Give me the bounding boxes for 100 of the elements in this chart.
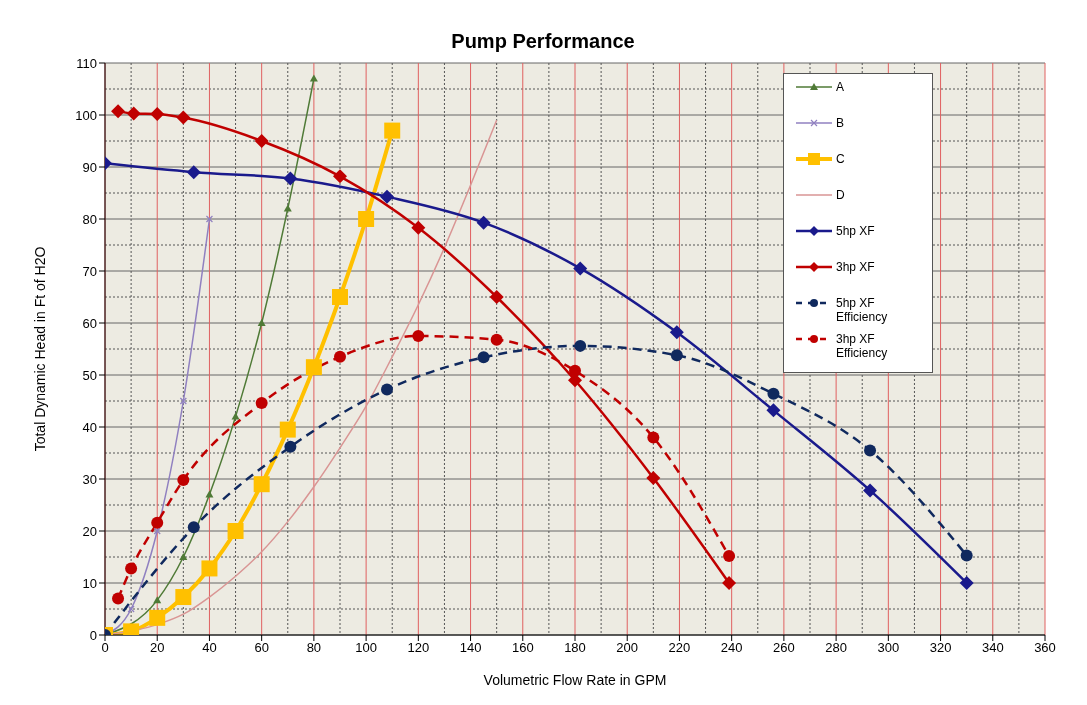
y-tick-label: 60 xyxy=(82,315,97,331)
y-tick-label: 40 xyxy=(82,419,97,435)
x-tick-label: 40 xyxy=(202,640,217,656)
x-tick-label: 120 xyxy=(407,640,430,656)
x-tick-label: 320 xyxy=(929,640,952,656)
point xyxy=(722,576,737,590)
point xyxy=(569,364,581,377)
x-tick-label: 100 xyxy=(355,640,377,656)
point xyxy=(126,106,141,121)
y-tick-label: 100 xyxy=(75,107,97,123)
point xyxy=(255,397,268,410)
legend-label: C xyxy=(836,152,845,166)
point xyxy=(309,74,318,82)
point xyxy=(767,387,780,400)
point xyxy=(205,490,214,498)
point xyxy=(253,476,270,493)
point xyxy=(574,339,587,352)
chart-title: Pump Performance xyxy=(450,30,636,53)
x-tick-label: 80 xyxy=(306,640,322,656)
point xyxy=(334,350,346,363)
x-tick-label: 200 xyxy=(616,640,639,656)
x-tick-label: 260 xyxy=(773,640,795,656)
y-axis-title: Total Dynamic Head in Ft of H2O xyxy=(31,246,48,452)
point xyxy=(477,351,490,364)
y-tick-label: 30 xyxy=(82,471,97,487)
legend-label: 5hp XF xyxy=(836,224,875,238)
x-tick-label: 280 xyxy=(825,640,847,656)
point xyxy=(284,440,297,453)
point xyxy=(176,110,191,125)
point xyxy=(254,134,269,148)
point xyxy=(151,516,164,529)
point xyxy=(384,122,401,139)
point xyxy=(489,290,504,304)
x-axis-title: Volumetric Flow Rate in GPM xyxy=(483,672,667,688)
y-tick-label: 20 xyxy=(82,523,97,539)
point xyxy=(647,431,660,444)
point xyxy=(153,596,162,604)
point xyxy=(111,104,126,119)
point xyxy=(257,319,266,326)
legend-label: A xyxy=(836,80,845,94)
point xyxy=(959,576,974,590)
point xyxy=(279,421,296,438)
point xyxy=(150,106,165,121)
point xyxy=(127,605,135,613)
point xyxy=(358,211,375,227)
point xyxy=(177,474,190,487)
point xyxy=(283,204,292,212)
point xyxy=(112,592,125,605)
y-tick-label: 50 xyxy=(82,367,97,383)
legend-label: D xyxy=(836,188,845,202)
x-tick-label: 140 xyxy=(459,640,482,656)
y-tick-label: 0 xyxy=(89,627,97,643)
x-tick-label: 340 xyxy=(981,640,1004,656)
legend-label: 3hp XF xyxy=(836,260,875,274)
x-tick-label: 220 xyxy=(668,640,691,656)
point xyxy=(411,220,426,235)
point xyxy=(179,553,188,560)
point xyxy=(283,171,298,186)
point xyxy=(864,444,877,457)
point xyxy=(476,215,491,230)
point xyxy=(490,333,503,346)
y-tick-label: 10 xyxy=(82,575,97,591)
point xyxy=(381,383,393,396)
point xyxy=(333,169,347,184)
point xyxy=(646,470,661,485)
point xyxy=(670,349,683,362)
point xyxy=(412,330,425,342)
point xyxy=(205,215,214,223)
point xyxy=(380,189,394,204)
legend-label: B xyxy=(836,116,845,130)
y-tick-label: 70 xyxy=(82,263,97,279)
point xyxy=(231,412,240,420)
point xyxy=(187,521,200,534)
point xyxy=(227,523,244,539)
x-tick-label: 240 xyxy=(720,640,743,656)
x-tick-label: 0 xyxy=(101,640,109,656)
x-tick-label: 360 xyxy=(1034,640,1056,656)
x-tick-label: 60 xyxy=(254,640,269,656)
x-tick-label: 20 xyxy=(149,640,165,656)
y-tick-label: 80 xyxy=(82,211,97,227)
legend-label: 3hp XF Efficiency xyxy=(836,332,889,360)
x-tick-label: 160 xyxy=(511,640,534,656)
point xyxy=(149,609,166,626)
y-tick-label: 90 xyxy=(82,159,97,175)
point xyxy=(960,549,973,562)
x-tick-label: 180 xyxy=(564,640,586,656)
y-tick-label: 110 xyxy=(76,55,97,71)
legend-label: 5hp XF Efficiency xyxy=(836,296,889,324)
point xyxy=(125,562,138,575)
point xyxy=(573,261,588,276)
x-tick-label: 300 xyxy=(877,640,900,656)
point xyxy=(669,325,684,340)
point xyxy=(863,483,878,498)
point xyxy=(179,397,187,405)
point xyxy=(153,527,161,535)
point xyxy=(332,289,348,305)
point xyxy=(723,549,736,562)
point xyxy=(766,403,781,418)
point xyxy=(186,165,201,180)
point xyxy=(175,589,192,606)
